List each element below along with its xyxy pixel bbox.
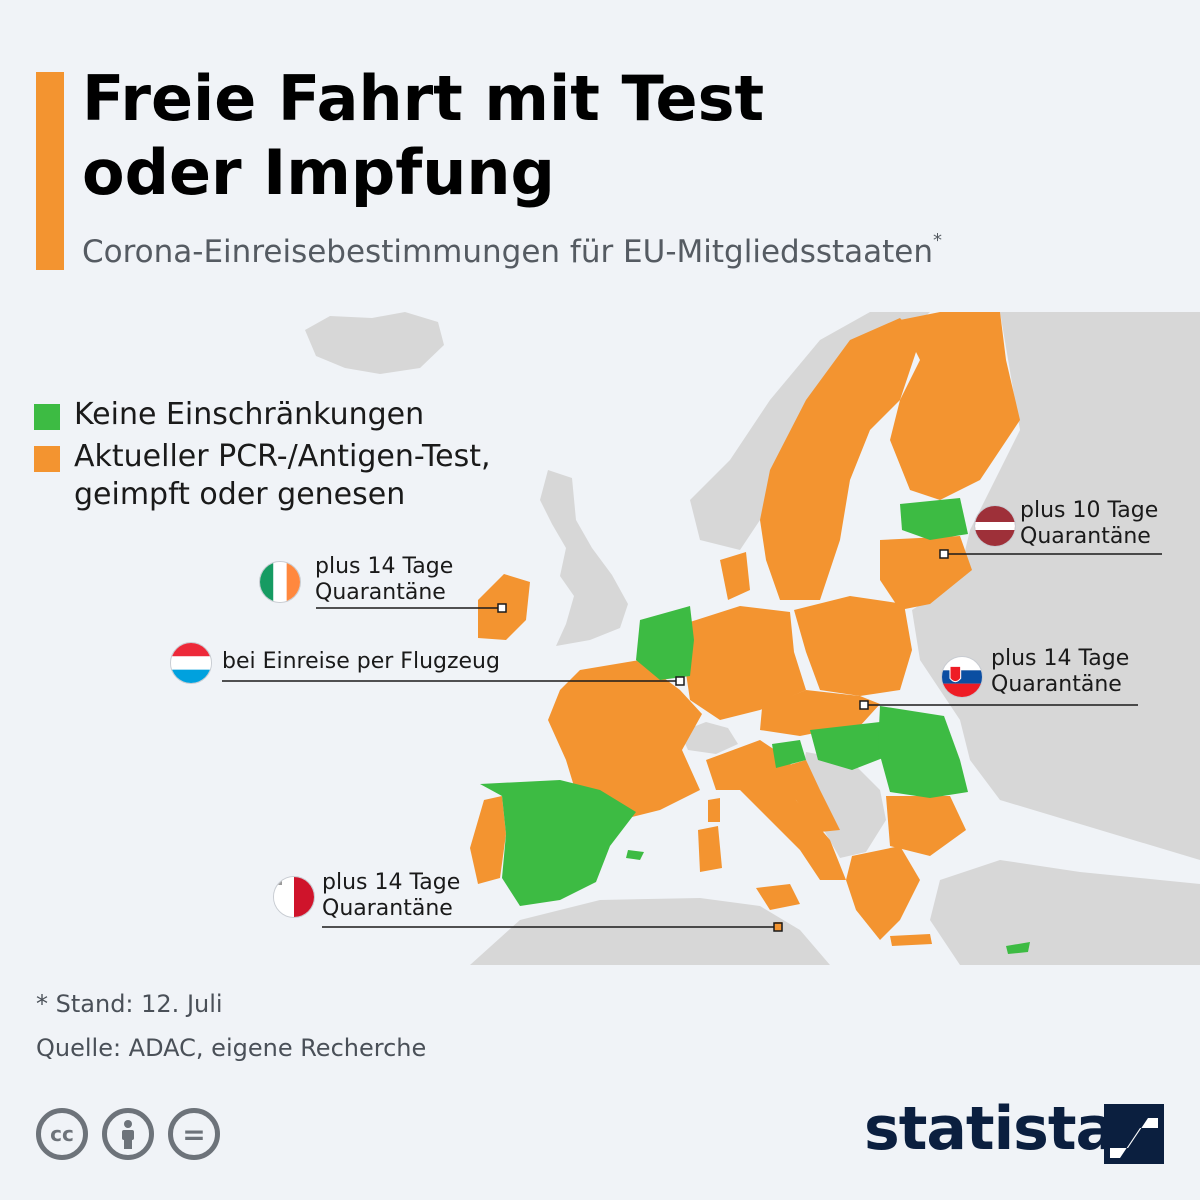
crete [890, 934, 932, 946]
sicily [756, 884, 800, 910]
romania [878, 706, 968, 798]
slovakia-marker [859, 700, 869, 710]
switzerland [680, 722, 738, 754]
legend-label: Aktueller PCR-/Antigen-Test, geimpft ode… [74, 439, 491, 512]
cc-icon-label: cc [50, 1122, 74, 1146]
corsica [708, 798, 720, 822]
test-countries [470, 312, 1020, 946]
annotation-malta: plus 14 Tage Quarantäne [322, 870, 460, 922]
malta-flag-icon [273, 876, 315, 918]
annotation-latvia: plus 10 Tage Quarantäne [1020, 498, 1158, 550]
slovakia-flag-icon [941, 656, 983, 698]
legend: Keine Einschränkungen Aktueller PCR-/Ant… [34, 396, 491, 518]
license-icons: cc = [36, 1108, 220, 1160]
italy [706, 740, 846, 880]
nd-icon-label: = [182, 1117, 206, 1151]
netherlands-belgium [636, 606, 694, 680]
slovenia [772, 740, 806, 768]
annotation-luxembourg-text: bei Einreise per Flugzeug [222, 649, 500, 674]
title-line-1: Freie Fahrt mit Test [82, 62, 765, 135]
legend-swatch-green [34, 404, 60, 430]
balkans [800, 752, 886, 858]
europe-map [0, 310, 1200, 965]
accent-bar [36, 72, 64, 270]
sardinia [698, 826, 722, 872]
bulgaria [886, 796, 966, 856]
annotation-slovakia-text: plus 14 Tage Quarantäne [991, 646, 1130, 697]
balearics [626, 850, 644, 860]
poland [794, 596, 912, 696]
luxembourg-marker [675, 676, 685, 686]
portugal [470, 796, 506, 884]
finland [890, 312, 1020, 500]
hungary [810, 722, 888, 770]
statista-logo-icon [1104, 1104, 1164, 1164]
denmark [720, 552, 750, 600]
croatia [772, 760, 840, 832]
annotation-slovakia: plus 14 Tage Quarantäne [991, 646, 1129, 698]
iceland [305, 312, 444, 374]
turkey [930, 860, 1200, 965]
annotation-ireland-text: plus 14 Tage Quarantäne [315, 554, 454, 605]
france [548, 660, 702, 820]
germany [684, 606, 806, 720]
title-line-2: oder Impfung [82, 136, 555, 209]
annotation-malta-text: plus 14 Tage Quarantäne [322, 870, 461, 921]
legend-item-no-restrictions: Keine Einschränkungen [34, 396, 491, 434]
source: Quelle: ADAC, eigene Recherche [36, 1034, 427, 1062]
spain [480, 780, 636, 906]
annotation-ireland: plus 14 Tage Quarantäne [315, 554, 453, 606]
greece [846, 846, 920, 940]
non-eu-land [305, 312, 1200, 965]
luxembourg-flag-icon [170, 642, 212, 684]
ireland-marker [497, 603, 507, 613]
malta-marker [773, 922, 783, 932]
legend-label: Keine Einschränkungen [74, 397, 425, 432]
cyprus [1006, 942, 1030, 954]
subtitle-footnote-marker: * [933, 230, 943, 251]
nd-icon[interactable]: = [168, 1108, 220, 1160]
cc-icon[interactable]: cc [36, 1108, 88, 1160]
legend-swatch-orange [34, 446, 60, 472]
brand-logo-text[interactable]: statista [864, 1094, 1116, 1164]
north-africa [470, 898, 830, 965]
subtitle-text: Corona-Einreisebestimmungen für EU-Mitgl… [82, 234, 934, 270]
latvia-flag-icon [974, 505, 1016, 547]
legend-item-test-required: Aktueller PCR-/Antigen-Test, geimpft ode… [34, 438, 491, 514]
czechia-austria-slovakia [760, 690, 880, 736]
by-icon[interactable] [102, 1108, 154, 1160]
footnote: * Stand: 12. Juli [36, 990, 223, 1018]
leader-lines [222, 553, 1162, 928]
page-title: Freie Fahrt mit Test oder Impfung [82, 62, 982, 210]
ireland-flag-icon [259, 561, 301, 603]
estonia [900, 498, 968, 540]
latvia-marker [939, 549, 949, 559]
annotation-latvia-text: plus 10 Tage Quarantäne [1020, 498, 1159, 549]
great-britain [540, 470, 628, 646]
norway-russia-east [912, 312, 1200, 860]
subtitle: Corona-Einreisebestimmungen für EU-Mitgl… [82, 230, 942, 270]
no-restriction-countries [480, 498, 1030, 954]
annotation-luxembourg: bei Einreise per Flugzeug [222, 649, 500, 675]
marker-boxes [497, 549, 949, 932]
sweden [760, 318, 920, 600]
